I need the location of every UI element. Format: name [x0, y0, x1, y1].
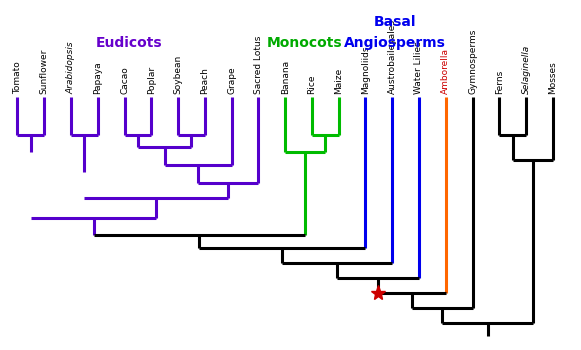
Text: Ferns: Ferns [495, 70, 504, 94]
Text: Peach: Peach [200, 67, 209, 94]
Text: Sunflower: Sunflower [40, 49, 49, 94]
Text: Rice: Rice [307, 75, 317, 94]
Text: Basal: Basal [374, 15, 416, 29]
Text: Banana: Banana [281, 60, 290, 94]
Text: Angiosperms: Angiosperms [343, 36, 446, 50]
Text: Maize: Maize [334, 68, 343, 94]
Text: Monocots: Monocots [267, 36, 343, 50]
Text: Water Lilies: Water Lilies [414, 41, 424, 94]
Text: Soybean: Soybean [174, 55, 182, 94]
Text: Papaya: Papaya [94, 61, 102, 94]
Text: Amborella: Amborella [441, 48, 450, 94]
Text: Selaginella: Selaginella [522, 45, 530, 94]
Text: Gymnosperms: Gymnosperms [468, 29, 477, 94]
Text: Grape: Grape [227, 66, 236, 94]
Text: Austrobaileyales: Austrobaileyales [388, 19, 397, 94]
Text: Sacred Lotus: Sacred Lotus [254, 36, 263, 94]
Text: Poplar: Poplar [147, 66, 156, 94]
Text: Eudicots: Eudicots [95, 36, 162, 50]
Text: Cacao: Cacao [120, 66, 129, 94]
Text: Arabidopsis: Arabidopsis [66, 41, 76, 94]
Text: Tomato: Tomato [13, 61, 22, 94]
Text: Mosses: Mosses [548, 61, 557, 94]
Text: Magnoliids: Magnoliids [361, 46, 370, 94]
